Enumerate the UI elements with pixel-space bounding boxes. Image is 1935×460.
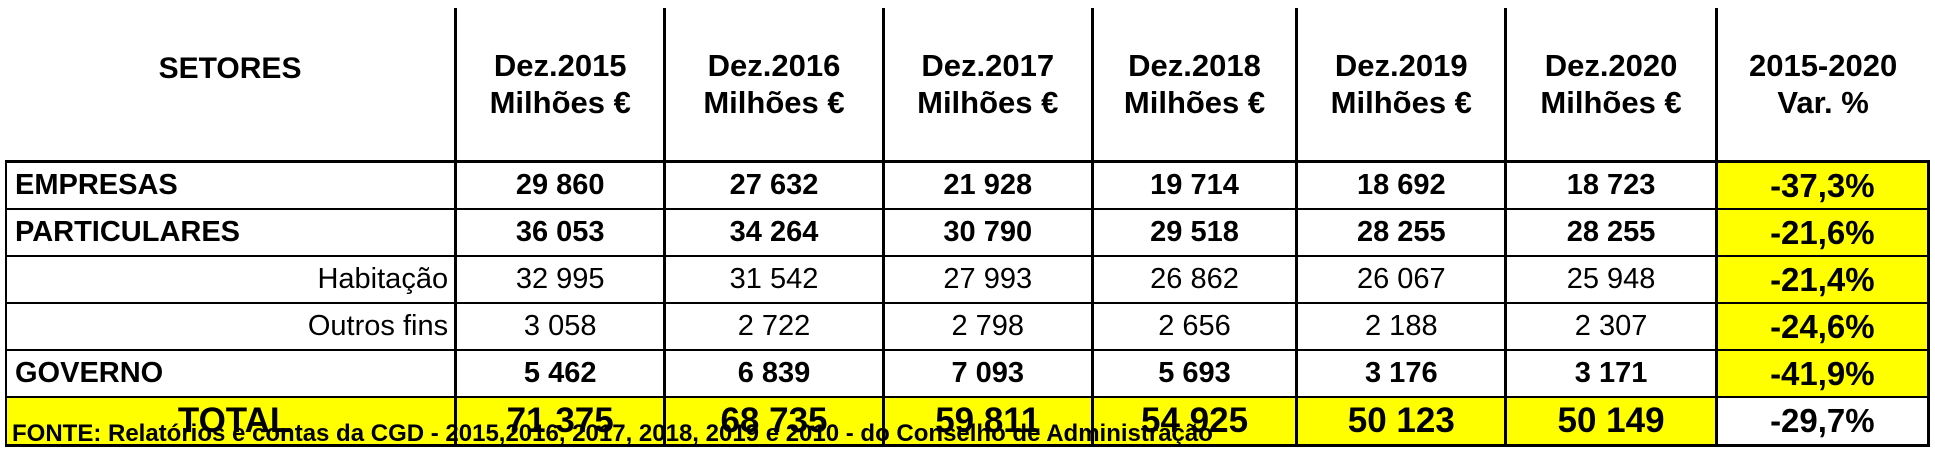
cell: 27 993 [881,255,1094,304]
cell: -37,3% [1714,160,1931,210]
header-cell: Dez.2016 Milhões € [663,8,884,162]
table-row: PARTICULARES 36 053 34 264 30 790 29 518 28 2… [5,208,1931,257]
cell: 3 176 [1295,349,1508,398]
table-row: TOTAL 71 375 68 735 59 811 54 925 50 123 50 14… [5,396,1931,447]
cell: 28 255 [1295,208,1508,257]
cell: 68 735 [663,396,885,447]
cell: 18 723 [1504,160,1718,210]
cell: 3 058 [454,302,667,351]
cell: -29,7% [1714,396,1931,447]
cell: 29 860 [454,160,667,210]
cell: 29 518 [1090,208,1299,257]
row-label: EMPRESAS [5,160,458,210]
row-label: PARTICULARES [5,208,458,257]
table-row: EMPRESAS 29 860 27 632 21 928 19 714 18 692 18… [5,160,1931,210]
cell: 34 264 [663,208,885,257]
table-row: Habitação 32 995 31 542 27 993 26 862 26 067 2… [5,255,1931,304]
cell: 5 693 [1090,349,1299,398]
row-label: GOVERNO [5,349,458,398]
header-row: SETORES Dez.2015 Milhões € Dez.2016 Milhõe… [6,8,1929,162]
cell: 31 542 [663,255,885,304]
cell: -21,6% [1714,208,1931,257]
header-cell: Dez.2015 Milhões € [454,8,665,162]
cell: 32 995 [454,255,667,304]
cell: 2 656 [1090,302,1299,351]
data-table: SETORES Dez.2015 Milhões € Dez.2016 Milhõe… [5,8,1931,447]
cell: 2 722 [663,302,885,351]
cell: 25 948 [1504,255,1718,304]
header-cell: SETORES [158,52,302,85]
cell: -24,6% [1714,302,1931,351]
header-cell: Dez.2019 Milhões € [1295,8,1506,162]
cell: 6 839 [663,349,885,398]
cell: 21 928 [881,160,1094,210]
footnote: FONTE: Relatórios e contas da CGD - 2015… [12,420,1213,447]
cell: 28 255 [1504,208,1718,257]
header-cell: Dez.2018 Milhões € [1090,8,1297,162]
cell: 2 188 [1295,302,1508,351]
cell: 26 067 [1295,255,1508,304]
cell: 27 632 [663,160,885,210]
cell: 30 790 [881,208,1094,257]
cell: 5 462 [454,349,667,398]
header-cell: Dez.2017 Milhões € [881,8,1093,162]
cell: 2 798 [881,302,1094,351]
row-label: TOTAL [5,396,458,447]
cell: -41,9% [1714,349,1931,398]
table-row: Outros fins 3 058 2 722 2 798 2 656 2 188 2 30… [5,302,1931,351]
header-cell: 2015-2020 Var. % [1714,8,1929,162]
cell: 36 053 [454,208,667,257]
header-cell: Dez.2020 Milhões € [1504,8,1717,162]
cell: 18 692 [1295,160,1508,210]
row-label: Habitação [5,255,458,304]
cell: 59 811 [881,396,1094,447]
table-row: GOVERNO 5 462 6 839 7 093 5 693 3 176 3 171 -41… [5,349,1931,398]
cell: -21,4% [1714,255,1931,304]
table-body: EMPRESAS 29 860 27 632 21 928 19 714 18 692 18… [5,160,1931,447]
cell: 71 375 [454,396,667,447]
cell: 3 171 [1504,349,1718,398]
cell: 19 714 [1090,160,1299,210]
cell: 54 925 [1090,396,1299,447]
cell: 50 149 [1504,396,1718,447]
cell: 50 123 [1295,396,1508,447]
cell: 7 093 [881,349,1094,398]
row-label: Outros fins [5,302,458,351]
cell: 26 862 [1090,255,1299,304]
cell: 2 307 [1504,302,1718,351]
